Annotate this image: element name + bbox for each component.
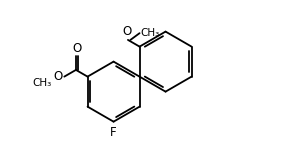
Text: F: F (110, 126, 117, 139)
Text: O: O (72, 42, 82, 55)
Text: CH₃: CH₃ (32, 78, 51, 88)
Text: CH₃: CH₃ (140, 28, 160, 38)
Text: O: O (122, 25, 132, 38)
Text: O: O (54, 70, 63, 83)
